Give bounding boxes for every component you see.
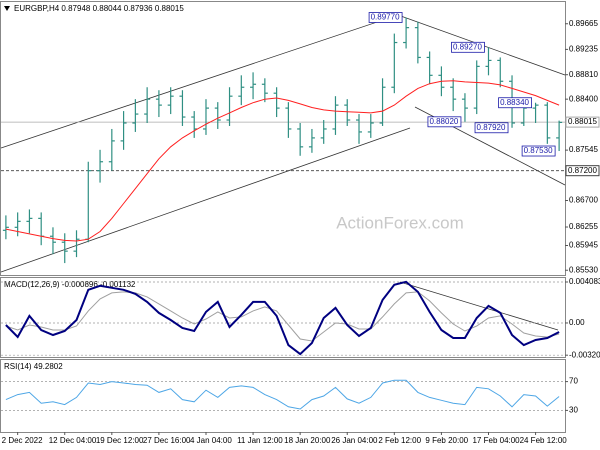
annotation-box	[451, 41, 485, 53]
x-tick-label: 2 Feb 12:00	[378, 436, 421, 445]
x-tick-label: 19 Dec 12:00	[96, 436, 144, 445]
y-tick-label: 0.85945	[569, 241, 598, 250]
annotation-box	[427, 116, 462, 128]
macd-panel	[0, 277, 566, 358]
y-tick-label: 0.00	[569, 318, 585, 327]
x-tick-label: 4 Jan 04:00	[190, 436, 232, 445]
y-tick-label: 0.89235	[569, 44, 598, 53]
x-tick-label: 12 Dec 04:00	[49, 436, 97, 445]
y-tick-label: 70	[569, 377, 578, 386]
annotation-label: 0.89770	[371, 13, 400, 22]
annotation-label: 0.88020	[429, 117, 458, 126]
x-tick-label: 2 Dec 2022	[2, 436, 43, 445]
price-level-box	[565, 116, 600, 128]
x-tick-label: 17 Feb 04:00	[472, 436, 520, 445]
trend-line	[0, 14, 399, 149]
price-level-label: 0.87200	[568, 166, 597, 175]
y-tick-label: 0.86255	[569, 222, 598, 231]
y-tick-label: 0.87545	[569, 145, 598, 154]
x-tick-label: 18 Jan 20:00	[284, 436, 331, 445]
watermark: ActionForex.com	[336, 213, 464, 232]
annotation-box	[498, 97, 532, 109]
signal-line	[5, 291, 560, 342]
y-tick-label: 0.86700	[569, 196, 598, 205]
annotation-label: 0.87920	[477, 123, 506, 132]
y-tick-label: 30	[569, 406, 578, 415]
y-tick-label: 0.85530	[569, 265, 598, 274]
rsi-title: RSI(14) 49.2802	[4, 362, 63, 371]
rsi-line	[5, 379, 560, 410]
trend-lines	[0, 14, 566, 331]
annotation-box	[521, 145, 556, 157]
title-marker	[4, 6, 10, 11]
annotation-box	[368, 12, 403, 23]
chart-title: EURGBP,H4 0.87948 0.88044 0.87936 0.8801…	[14, 4, 184, 13]
price-panel	[0, 1, 566, 276]
annotation-label: 0.89270	[453, 42, 482, 51]
annotation-label: 0.88340	[500, 98, 529, 107]
price-level-label: 0.88015	[568, 117, 597, 126]
y-tick-label: 0.004083	[569, 277, 600, 286]
y-tick-label: 0.89665	[569, 19, 598, 28]
x-tick-label: 27 Dec 16:00	[143, 436, 191, 445]
macd-line	[5, 280, 560, 356]
rsi-panel	[0, 359, 566, 433]
annotation-label: 0.87530	[524, 146, 553, 155]
trend-line	[399, 281, 559, 331]
annotation-box	[474, 122, 509, 134]
trend-line	[0, 127, 411, 273]
macd-title: MACD(12,26,9) -0.000896 -0.001132	[4, 280, 136, 289]
moving-average	[5, 80, 560, 242]
y-tick-label: 0.88810	[569, 70, 598, 79]
bars	[2, 17, 563, 264]
x-tick-label: 26 Jan 04:00	[331, 436, 378, 445]
x-tick-label: 11 Jan 12:00	[237, 436, 283, 445]
y-tick-label: 0.88400	[569, 94, 598, 103]
y-tick-label: -0.003209	[569, 350, 600, 359]
price-level-box	[565, 165, 600, 177]
x-tick-label: 24 Feb 12:00	[520, 436, 568, 445]
x-tick-label: 9 Feb 20:00	[425, 436, 468, 445]
